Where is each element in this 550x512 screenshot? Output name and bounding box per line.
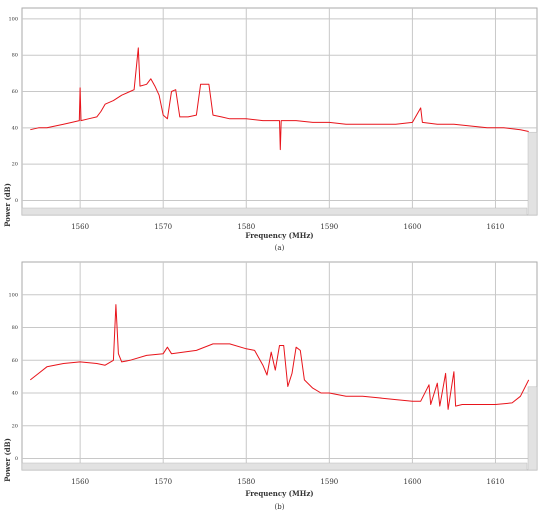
y-tick-label: 100 xyxy=(8,16,18,22)
y-tick-label: 40 xyxy=(12,391,18,397)
plot-area xyxy=(21,7,538,216)
y-tick-label: 60 xyxy=(12,358,18,364)
y-tick-label: 80 xyxy=(12,53,18,59)
y-tick-label: 0 xyxy=(15,456,18,462)
x-axis-label: Frequency (MHz) xyxy=(245,231,313,240)
scrollbar xyxy=(527,386,538,471)
x-tick-label: 1600 xyxy=(403,478,421,486)
spectrum-line xyxy=(29,304,530,410)
scrollbar xyxy=(21,462,528,471)
spectrum-line xyxy=(30,47,529,151)
y-axis-label: Power (dB) xyxy=(3,438,12,482)
x-tick-label: 1570 xyxy=(154,223,172,231)
x-tick-label: 1600 xyxy=(403,223,421,231)
y-tick-label: 60 xyxy=(12,89,18,95)
x-tick-label: 1610 xyxy=(487,478,505,486)
y-tick-label: 100 xyxy=(8,292,18,298)
plot-area xyxy=(21,261,538,471)
x-tick-label: 1590 xyxy=(320,223,338,231)
scrollbar xyxy=(21,207,528,216)
x-tick-label: 1590 xyxy=(320,478,338,486)
x-tick-label: 1580 xyxy=(237,223,255,231)
y-tick-label: 20 xyxy=(12,423,18,429)
x-axis-label: Frequency (MHz) xyxy=(245,489,313,498)
x-tick-label: 1560 xyxy=(71,223,89,231)
scrollbar xyxy=(527,131,538,216)
y-tick-label: 0 xyxy=(15,198,18,204)
x-tick-label: 1560 xyxy=(71,478,89,486)
x-tick-label: 1610 xyxy=(487,223,505,231)
caption: (b) xyxy=(275,503,285,511)
y-tick-label: 80 xyxy=(12,325,18,331)
x-tick-label: 1580 xyxy=(237,478,255,486)
y-axis-label: Power (dB) xyxy=(3,183,12,227)
y-tick-label: 40 xyxy=(12,125,18,131)
caption: (a) xyxy=(275,244,285,252)
y-tick-label: 20 xyxy=(12,162,18,168)
x-tick-label: 1570 xyxy=(154,478,172,486)
